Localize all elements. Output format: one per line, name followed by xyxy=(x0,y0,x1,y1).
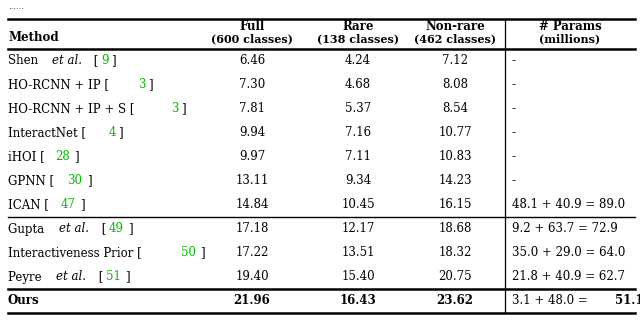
Text: 3.1 + 48.0 =: 3.1 + 48.0 = xyxy=(512,295,591,307)
Text: 14.84: 14.84 xyxy=(236,198,269,212)
Text: -: - xyxy=(512,102,520,115)
Text: 7.12: 7.12 xyxy=(442,55,468,67)
Text: 9.97: 9.97 xyxy=(239,150,265,164)
Text: 4: 4 xyxy=(109,127,116,140)
Text: 17.22: 17.22 xyxy=(236,247,269,260)
Text: [: [ xyxy=(90,55,99,67)
Text: 7.30: 7.30 xyxy=(239,78,265,92)
Text: 30: 30 xyxy=(67,175,83,187)
Text: iHOI [: iHOI [ xyxy=(8,150,45,164)
Text: GPNN [: GPNN [ xyxy=(8,175,54,187)
Text: (138 classes): (138 classes) xyxy=(317,33,399,44)
Text: 7.16: 7.16 xyxy=(345,127,371,140)
Text: 17.18: 17.18 xyxy=(236,222,269,235)
Text: (462 classes): (462 classes) xyxy=(414,33,496,44)
Text: Method: Method xyxy=(8,31,59,44)
Text: 19.40: 19.40 xyxy=(235,270,269,284)
Text: et al.: et al. xyxy=(60,222,90,235)
Text: (millions): (millions) xyxy=(540,33,600,44)
Text: # Params: # Params xyxy=(539,21,602,33)
Text: ]: ] xyxy=(148,78,152,92)
Text: 7.11: 7.11 xyxy=(345,150,371,164)
Text: 9.94: 9.94 xyxy=(239,127,265,140)
Text: 5.37: 5.37 xyxy=(345,102,371,115)
Text: [: [ xyxy=(98,222,106,235)
Text: ......: ...... xyxy=(8,3,24,11)
Text: ICAN [: ICAN [ xyxy=(8,198,49,212)
Text: 12.17: 12.17 xyxy=(341,222,374,235)
Text: 35.0 + 29.0 = 64.0: 35.0 + 29.0 = 64.0 xyxy=(512,247,625,260)
Text: ]: ] xyxy=(129,222,133,235)
Text: 16.43: 16.43 xyxy=(340,295,376,307)
Text: 9: 9 xyxy=(101,55,109,67)
Text: Interactiveness Prior [: Interactiveness Prior [ xyxy=(8,247,141,260)
Text: 16.15: 16.15 xyxy=(438,198,472,212)
Text: 48.1 + 40.9 = 89.0: 48.1 + 40.9 = 89.0 xyxy=(512,198,625,212)
Text: 10.83: 10.83 xyxy=(438,150,472,164)
Text: ]: ] xyxy=(200,247,205,260)
Text: Full: Full xyxy=(239,21,264,33)
Text: -: - xyxy=(512,175,520,187)
Text: 13.51: 13.51 xyxy=(341,247,375,260)
Text: 47: 47 xyxy=(61,198,76,212)
Text: 6.46: 6.46 xyxy=(239,55,265,67)
Text: HO-RCNN + IP [: HO-RCNN + IP [ xyxy=(8,78,109,92)
Text: -: - xyxy=(512,78,520,92)
Text: 49: 49 xyxy=(109,222,124,235)
Text: 8.54: 8.54 xyxy=(442,102,468,115)
Text: Shen: Shen xyxy=(8,55,42,67)
Text: 8.08: 8.08 xyxy=(442,78,468,92)
Text: 4.24: 4.24 xyxy=(345,55,371,67)
Text: ]: ] xyxy=(111,55,116,67)
Text: 50: 50 xyxy=(180,247,196,260)
Text: Peyre: Peyre xyxy=(8,270,45,284)
Text: 20.75: 20.75 xyxy=(438,270,472,284)
Text: 9.34: 9.34 xyxy=(345,175,371,187)
Text: -: - xyxy=(512,150,520,164)
Text: ]: ] xyxy=(74,150,79,164)
Text: HO-RCNN + IP + S [: HO-RCNN + IP + S [ xyxy=(8,102,134,115)
Text: et al.: et al. xyxy=(56,270,86,284)
Text: -: - xyxy=(512,127,520,140)
Text: 51: 51 xyxy=(106,270,120,284)
Text: et al.: et al. xyxy=(52,55,82,67)
Text: InteractNet [: InteractNet [ xyxy=(8,127,86,140)
Text: 9.2 + 63.7 = 72.9: 9.2 + 63.7 = 72.9 xyxy=(512,222,618,235)
Text: 13.11: 13.11 xyxy=(236,175,269,187)
Text: 3: 3 xyxy=(138,78,146,92)
Text: 7.81: 7.81 xyxy=(239,102,265,115)
Text: 23.62: 23.62 xyxy=(436,295,474,307)
Text: 4.68: 4.68 xyxy=(345,78,371,92)
Text: 15.40: 15.40 xyxy=(341,270,375,284)
Text: 21.96: 21.96 xyxy=(234,295,270,307)
Text: Ours: Ours xyxy=(8,295,40,307)
Text: 3: 3 xyxy=(172,102,179,115)
Text: (600 classes): (600 classes) xyxy=(211,33,293,44)
Text: Non-rare: Non-rare xyxy=(425,21,485,33)
Text: 28: 28 xyxy=(56,150,70,164)
Text: 21.8 + 40.9 = 62.7: 21.8 + 40.9 = 62.7 xyxy=(512,270,625,284)
Text: 18.32: 18.32 xyxy=(438,247,472,260)
Text: -: - xyxy=(512,55,520,67)
Text: Rare: Rare xyxy=(342,21,374,33)
Text: ]: ] xyxy=(125,270,129,284)
Text: ]: ] xyxy=(87,175,92,187)
Text: 51.1: 51.1 xyxy=(614,295,640,307)
Text: 18.68: 18.68 xyxy=(438,222,472,235)
Text: ]: ] xyxy=(118,127,123,140)
Text: [: [ xyxy=(95,270,103,284)
Text: Gupta: Gupta xyxy=(8,222,48,235)
Text: 10.77: 10.77 xyxy=(438,127,472,140)
Text: 14.23: 14.23 xyxy=(438,175,472,187)
Text: 10.45: 10.45 xyxy=(341,198,375,212)
Text: ]: ] xyxy=(80,198,84,212)
Text: ]: ] xyxy=(181,102,186,115)
